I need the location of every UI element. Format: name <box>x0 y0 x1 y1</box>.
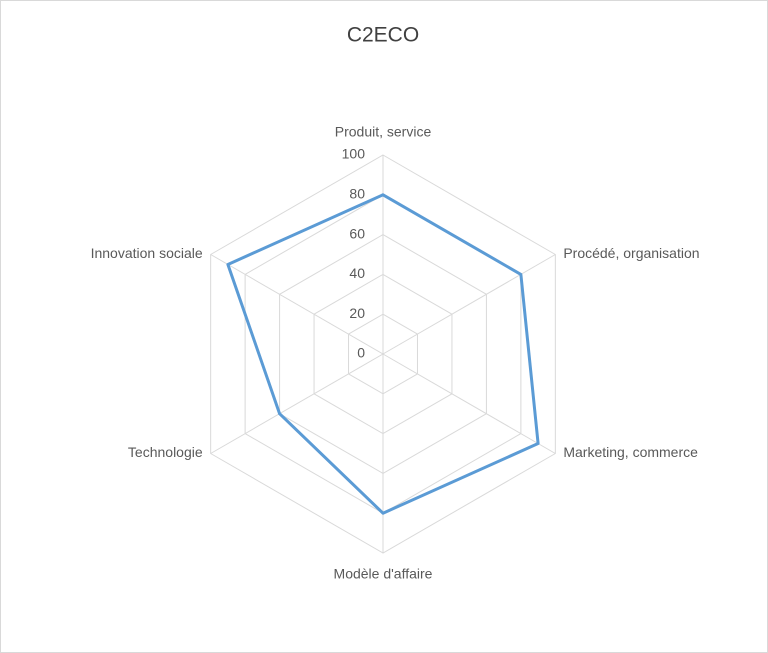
category-label: Technologie <box>128 444 203 460</box>
r-tick-label: 40 <box>349 265 365 281</box>
r-tick-label: 100 <box>342 146 366 162</box>
category-label: Procédé, organisation <box>563 245 699 261</box>
spoke <box>382 254 556 355</box>
spoke <box>210 353 384 454</box>
spoke <box>382 353 556 454</box>
category-label: Modèle d'affaire <box>334 566 433 582</box>
r-tick-label: 0 <box>357 345 365 361</box>
category-label: Innovation sociale <box>91 245 203 261</box>
category-label: Marketing, commerce <box>563 444 698 460</box>
series-line <box>226 193 540 515</box>
spoke <box>210 254 384 355</box>
r-tick-label: 20 <box>349 305 365 321</box>
r-tick-label: 60 <box>349 225 365 241</box>
r-tick-label: 80 <box>349 186 365 202</box>
chart-title: C2ECO <box>347 24 419 47</box>
category-label: Produit, service <box>335 124 432 140</box>
